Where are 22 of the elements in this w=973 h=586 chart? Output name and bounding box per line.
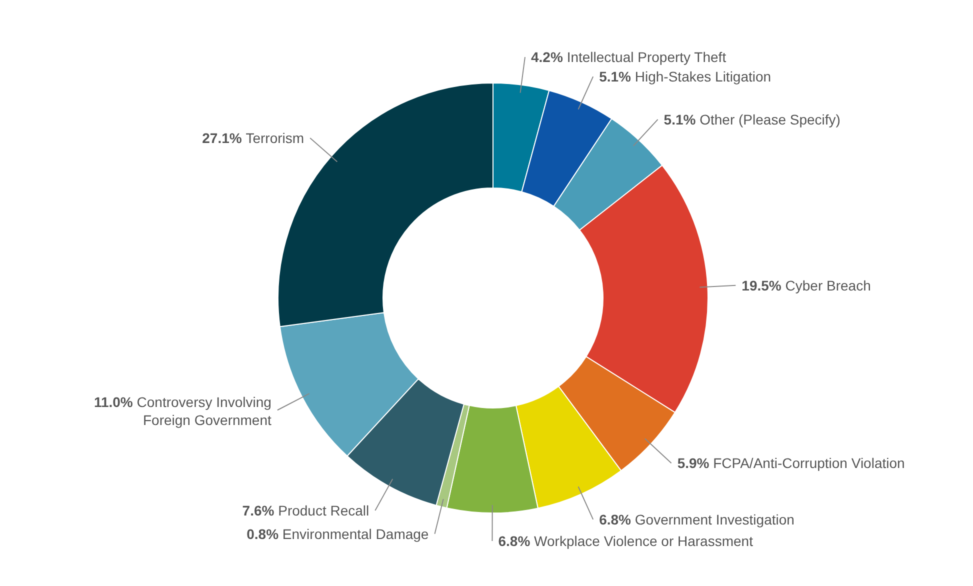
data-label: 11.0% (94, 394, 137, 410)
slice-label: Terrorism (246, 130, 304, 146)
slice-label: Product Recall (278, 502, 370, 519)
slice-label: Cyber Breach (785, 277, 871, 294)
data-label: 5.9% (677, 455, 714, 472)
slice-label: High-Stakes Litigation (634, 68, 772, 85)
slice-label: Controversy Involving Foreign Government (136, 394, 272, 428)
data-label: 7.6% (242, 502, 278, 519)
slice-label: Environmental Damage (282, 526, 429, 542)
data-label: 0.8% (246, 526, 282, 542)
slice-label: Workplace Violence or Harassment (534, 533, 753, 549)
data-label: 5.1% (664, 111, 700, 128)
data-label: 4.2% (531, 49, 567, 66)
slice-label: Intellectual Property Theft (566, 49, 726, 66)
data-label: 6.8% (599, 511, 635, 528)
slice-label: Government Investigation (634, 511, 794, 528)
data-label: 6.8% (498, 533, 534, 549)
data-label: 27.1% (202, 130, 246, 146)
data-label: 19.5% (742, 277, 786, 294)
data-label: 5.1% (599, 68, 635, 85)
slice-label: FCPA/Anti-Corruption Violation (713, 455, 905, 472)
slice-label: Other (Please Specify) (700, 111, 840, 128)
